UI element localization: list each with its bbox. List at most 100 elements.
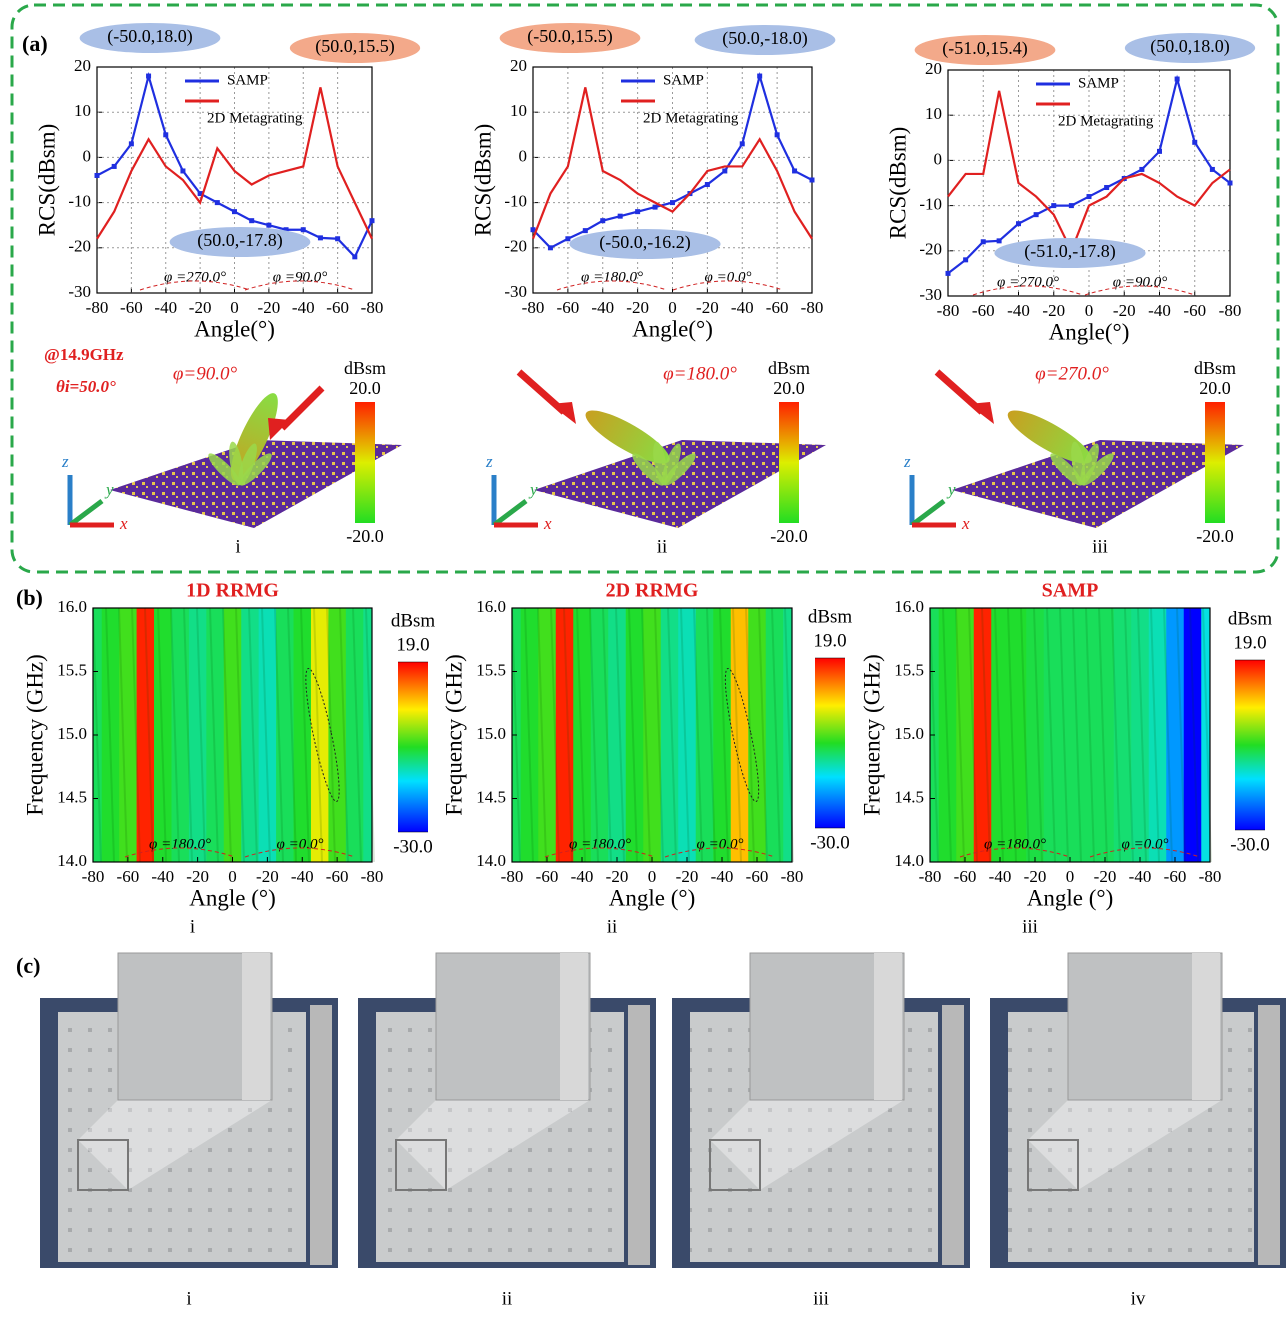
phi-arrow <box>124 847 236 858</box>
zoom-cone <box>78 1100 272 1190</box>
x-tick-label: -40 <box>571 867 594 886</box>
photo-ruler <box>628 1005 650 1265</box>
annotation: φ =180.0° <box>569 836 631 852</box>
y-tick-label: -10 <box>919 195 942 214</box>
stripe <box>1033 607 1043 863</box>
x-tick-label: -40 <box>591 298 614 317</box>
axis-name: y <box>104 480 114 499</box>
series-line <box>96 87 373 240</box>
axis-name: x <box>961 514 970 533</box>
annotation-bubble <box>994 238 1146 268</box>
panel-label: (c) <box>16 953 40 978</box>
phi-arrow <box>544 847 656 858</box>
heat-cell <box>1061 608 1080 862</box>
x-tick-label: -20 <box>189 298 212 317</box>
x-tick-label: -20 <box>1113 301 1136 320</box>
panel-sublabel: ii <box>657 536 668 557</box>
stripe <box>955 607 965 863</box>
stripe <box>157 607 167 863</box>
y-tick-label: -30 <box>68 282 91 301</box>
colorbar-label: dBsm <box>1228 608 1273 629</box>
x-tick-label: -60 <box>117 867 140 886</box>
colorbar-tick-label: -20.0 <box>346 526 384 546</box>
stripe <box>235 607 245 863</box>
stripe <box>1098 607 1108 863</box>
incidence-note: θi=50.0° <box>56 377 116 396</box>
heat-cell <box>625 608 644 862</box>
stripe <box>524 607 534 863</box>
stripe <box>680 607 690 863</box>
y-tick-label: -30 <box>919 285 942 304</box>
y-tick-label: 14.5 <box>57 787 87 806</box>
series-marker <box>249 218 255 224</box>
annotation: φ =180.0° <box>581 269 643 285</box>
colorbar-tick-label: -30.0 <box>393 836 433 857</box>
series-marker <box>180 168 186 174</box>
annotation-bubble <box>169 227 311 257</box>
y-tick-label: -10 <box>68 192 91 211</box>
x-tick-label: -80 <box>86 298 109 317</box>
y-tick-label: 10 <box>925 104 942 123</box>
stripe <box>1111 607 1121 863</box>
series-marker <box>369 218 375 224</box>
panel-label: (a) <box>22 31 48 56</box>
heat-cell <box>608 608 627 862</box>
phi-label: φ=270.0° <box>1035 363 1109 384</box>
plot-frame <box>92 607 373 863</box>
x-tick-label: -20 <box>1042 301 1065 320</box>
zoom-cone <box>710 1100 904 1190</box>
stripe <box>1176 607 1186 863</box>
axis-y <box>492 499 528 527</box>
x-tick-label: 0 <box>668 298 677 317</box>
colorbar-tick-label: 20.0 <box>1199 378 1231 398</box>
x-tick-label: -20 <box>606 867 629 886</box>
phi-arrow <box>959 847 1071 858</box>
heat-cell <box>573 608 592 862</box>
y-tick-label: 0 <box>934 149 943 168</box>
annotation: (50.0,-17.8) <box>197 230 282 251</box>
stripe <box>706 607 716 863</box>
heat-cell <box>1096 608 1115 862</box>
stripe <box>170 607 180 863</box>
series-marker <box>809 177 815 183</box>
stripe <box>222 607 232 863</box>
x-tick-label: 0 <box>1066 867 1075 886</box>
y-tick-label: 14.0 <box>894 851 924 870</box>
side-lobe <box>1071 441 1086 486</box>
inset-ruler <box>560 953 588 1100</box>
side-lobe <box>1050 453 1083 486</box>
stripe <box>693 607 703 863</box>
annotation: φ =270.0° <box>997 274 1059 290</box>
x-tick-label: -80 <box>361 298 384 317</box>
y-tick-label: 14.5 <box>476 787 506 806</box>
y-tick-label: 15.5 <box>476 660 506 679</box>
y-tick-label: 15.0 <box>476 724 506 743</box>
x-tick-label: -40 <box>292 298 315 317</box>
heat-cell <box>783 608 793 862</box>
series-marker <box>128 141 134 147</box>
heat-cell <box>119 608 138 862</box>
x-tick-label: -60 <box>536 867 559 886</box>
stripe <box>352 607 362 863</box>
chart-title: 2D RRMG <box>606 580 699 602</box>
heat-cell <box>1148 608 1167 862</box>
annotation: (50.0,-18.0) <box>722 28 807 49</box>
x-axis-label: Angle (°) <box>609 885 695 910</box>
annotation-bubble <box>289 33 421 63</box>
stripe <box>981 607 991 863</box>
side-lobe <box>663 453 696 486</box>
series-marker <box>565 236 571 242</box>
colorbar <box>779 402 799 523</box>
heat-cell <box>1008 608 1027 862</box>
x-tick-label: -40 <box>151 867 174 886</box>
legend-label: 2D Metagrating <box>207 110 303 126</box>
colorbar-tick-label: 19.0 <box>396 634 429 655</box>
colorbar <box>355 402 375 523</box>
heat-cell <box>678 608 697 862</box>
metasurface <box>534 440 826 528</box>
colorbar-label: dBsm <box>344 358 386 378</box>
stripe <box>261 607 271 863</box>
axis-name: x <box>119 514 128 533</box>
y-tick-label: 15.0 <box>57 724 87 743</box>
axis-y <box>910 499 946 527</box>
